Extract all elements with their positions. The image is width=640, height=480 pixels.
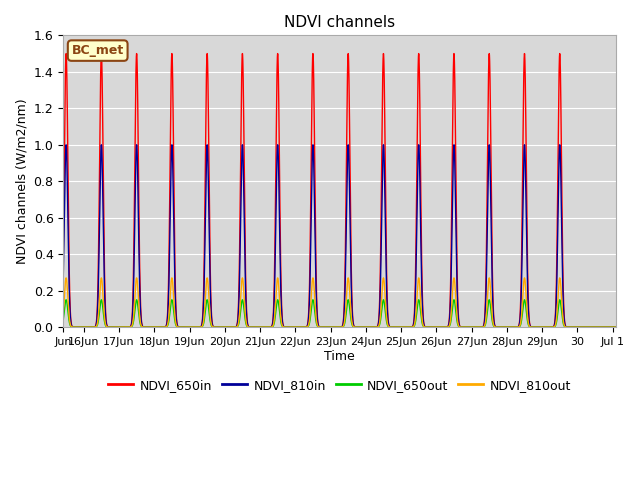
NDVI_650in [172,301,180,307]
NDVI_810in [266,324,274,330]
NDVI_650out [172,322,180,328]
Line: NDVI_650out: NDVI_650out [63,300,616,327]
NDVI_650out [60,317,67,323]
NDVI_650in [416,120,424,125]
NDVI_650in [178,324,186,330]
NDVI_650in [60,248,67,254]
NDVI_650out [495,324,502,330]
NDVI_650out [612,324,620,330]
NDVI_810in [416,188,424,193]
Title: NDVI channels: NDVI channels [284,15,396,30]
NDVI_810in [611,324,618,330]
NDVI_810out [611,324,618,330]
NDVI_810out [178,324,186,330]
NDVI_810out [168,275,176,281]
NDVI_650out [178,324,186,330]
NDVI_810out [266,324,274,330]
NDVI_810out [612,324,620,330]
NDVI_810in [168,142,176,148]
Legend: NDVI_650in, NDVI_810in, NDVI_650out, NDVI_810out: NDVI_650in, NDVI_810in, NDVI_650out, NDV… [104,374,576,397]
NDVI_650out [416,304,424,310]
NDVI_650out [266,324,274,330]
NDVI_810in [495,324,502,330]
NDVI_810out [495,324,502,330]
NDVI_650in [168,51,176,57]
NDVI_650out [611,324,618,330]
NDVI_810out [172,320,180,326]
NDVI_810out [416,288,424,293]
NDVI_650in [611,324,618,330]
NDVI_810in [178,324,186,330]
NDVI_650in [495,324,502,330]
NDVI_650in [266,324,274,330]
Text: BC_met: BC_met [72,44,124,57]
NDVI_810in [172,309,180,314]
Line: NDVI_650in: NDVI_650in [63,54,616,327]
Line: NDVI_810out: NDVI_810out [63,278,616,327]
NDVI_810in [60,274,67,279]
Line: NDVI_810in: NDVI_810in [63,145,616,327]
NDVI_810in [612,324,620,330]
X-axis label: Time: Time [324,349,355,363]
NDVI_810out [60,311,67,316]
NDVI_650in [612,324,620,330]
Y-axis label: NDVI channels (W/m2/nm): NDVI channels (W/m2/nm) [15,98,28,264]
NDVI_650out [168,297,176,303]
